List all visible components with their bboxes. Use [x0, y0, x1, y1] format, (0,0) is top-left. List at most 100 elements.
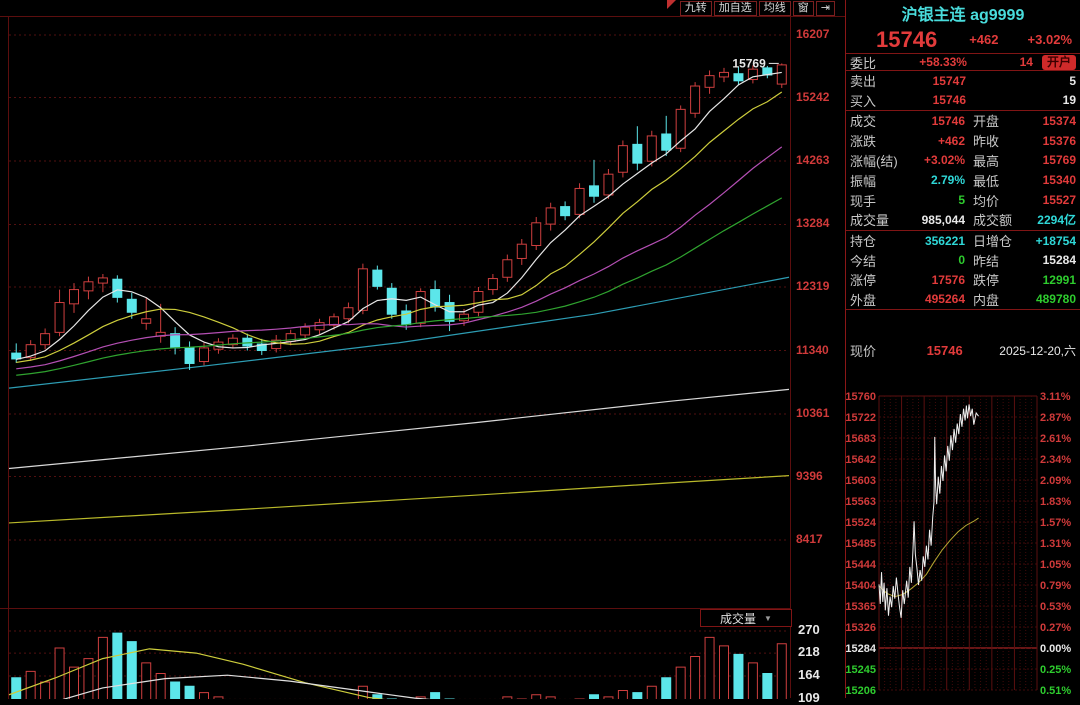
candle[interactable] — [487, 278, 498, 291]
volume-bar[interactable] — [372, 694, 383, 699]
candle[interactable] — [719, 71, 729, 78]
volume-indicator-dropdown[interactable]: 成交量 ▼ — [700, 609, 792, 627]
volume-bar[interactable] — [646, 685, 657, 699]
candle[interactable] — [776, 64, 787, 85]
kline-chart-svg[interactable]: 15769 — [0, 17, 790, 608]
volume-bar[interactable] — [11, 677, 22, 699]
quote-row: 买入 15746 19 — [846, 91, 1080, 111]
volume-bar[interactable] — [661, 677, 672, 699]
intraday-price-label: 15284 — [846, 643, 877, 655]
volume-bar[interactable] — [589, 694, 599, 699]
volume-bar[interactable] — [531, 694, 542, 699]
candle[interactable] — [690, 85, 701, 114]
volume-bar[interactable] — [170, 681, 181, 699]
volume-bar[interactable] — [675, 666, 686, 699]
candle[interactable] — [675, 108, 686, 149]
candle[interactable] — [415, 291, 426, 324]
toolbar-button-moving-average[interactable]: 均线 — [758, 0, 791, 16]
candle[interactable] — [661, 133, 672, 151]
quote-value: 489780 — [1035, 292, 1076, 307]
price-axis-label: 10361 — [796, 405, 830, 420]
volume-bar[interactable] — [54, 647, 65, 699]
quote-value: 5 — [958, 193, 965, 208]
volume-chart-svg[interactable] — [0, 609, 790, 699]
candle[interactable] — [502, 259, 513, 278]
toolbar-button-add-watchlist[interactable]: 加自选 — [713, 0, 757, 16]
volume-bar[interactable] — [733, 653, 744, 699]
candle[interactable] — [589, 185, 599, 197]
toolbar-button-nine-turns[interactable]: 九转 — [679, 0, 712, 16]
volume-bar[interactable] — [69, 666, 79, 699]
candle[interactable] — [574, 187, 585, 215]
quote-row: 涨停 17576 跌停 12991 — [846, 270, 1080, 290]
candle[interactable] — [242, 337, 253, 347]
candle[interactable] — [300, 326, 311, 336]
candle[interactable] — [184, 347, 195, 364]
volume-bar[interactable] — [704, 636, 715, 699]
candle[interactable] — [54, 302, 65, 333]
candle[interactable] — [617, 145, 628, 173]
volume-bar[interactable] — [184, 685, 195, 699]
candle[interactable] — [357, 268, 368, 311]
volume-bar[interactable] — [126, 641, 137, 699]
intraday-percent-label: 0.27% — [1040, 622, 1071, 634]
open-account-button[interactable]: 开户 — [1041, 54, 1076, 70]
candle[interactable] — [69, 289, 79, 305]
volume-bar[interactable] — [83, 658, 94, 699]
toolbar-button-window[interactable]: 窗 — [792, 0, 814, 16]
volume-bar[interactable] — [155, 673, 166, 700]
collapse-panel-icon[interactable]: ⇥ — [815, 0, 835, 16]
intraday-percent-label: 2.09% — [1040, 475, 1071, 487]
candle[interactable] — [560, 206, 571, 217]
volume-axis-label: 218 — [798, 644, 820, 660]
candle[interactable] — [227, 337, 238, 346]
intraday-price-label: 15524 — [846, 517, 877, 529]
candle[interactable] — [747, 68, 758, 81]
candle[interactable] — [704, 75, 715, 88]
volume-bar[interactable] — [762, 673, 773, 700]
weibi-value: +58.33% — [919, 55, 967, 69]
candle[interactable] — [531, 222, 542, 246]
volume-bar[interactable] — [112, 632, 123, 699]
candle[interactable] — [545, 207, 556, 225]
candle[interactable] — [646, 135, 657, 162]
candle[interactable] — [632, 143, 643, 164]
volume-bar[interactable] — [719, 645, 729, 699]
candle[interactable] — [112, 278, 123, 298]
candle[interactable] — [97, 277, 108, 284]
quote-label: 涨停 — [850, 273, 877, 289]
candle[interactable] — [386, 287, 397, 315]
candle[interactable] — [170, 333, 181, 349]
volume-bar[interactable] — [690, 656, 701, 700]
candle[interactable] — [516, 243, 527, 259]
candle[interactable] — [314, 322, 325, 331]
candle[interactable] — [25, 344, 36, 359]
candle[interactable] — [126, 298, 137, 313]
volume-bar[interactable] — [747, 662, 758, 699]
volume-bar[interactable] — [97, 636, 108, 699]
candle[interactable] — [459, 313, 469, 322]
candle[interactable] — [11, 352, 22, 360]
volume-bar[interactable] — [430, 692, 441, 699]
instrument-title: 沪银主连 ag9999 — [901, 7, 1025, 24]
candle[interactable] — [329, 316, 339, 326]
candle[interactable] — [199, 347, 209, 363]
volume-bar[interactable] — [40, 681, 51, 699]
intraday-price-label: 15404 — [846, 580, 877, 592]
candle[interactable] — [141, 318, 152, 324]
candle[interactable] — [256, 343, 267, 352]
bid-ask-rows: 卖出 15747 5 买入 15746 19 — [846, 71, 1080, 111]
candle[interactable] — [343, 307, 354, 320]
intraday-price-label: 15683 — [846, 433, 876, 445]
candle[interactable] — [372, 269, 383, 287]
volume-bar[interactable] — [776, 643, 787, 699]
candle[interactable] — [40, 333, 51, 346]
candle[interactable] — [733, 73, 744, 82]
volume-bar[interactable] — [199, 692, 209, 699]
candle[interactable] — [603, 173, 614, 196]
volume-bar[interactable] — [632, 692, 643, 699]
candle[interactable] — [83, 281, 94, 292]
intraday-chart-svg[interactable]: 15760 3.11% 15722 2.87% 15683 2.61% 15642 2.34%… — [846, 385, 1080, 698]
current-price-row: 现价 15746 2025-12-20,六 — [846, 342, 1080, 360]
volume-panel — [0, 608, 790, 699]
